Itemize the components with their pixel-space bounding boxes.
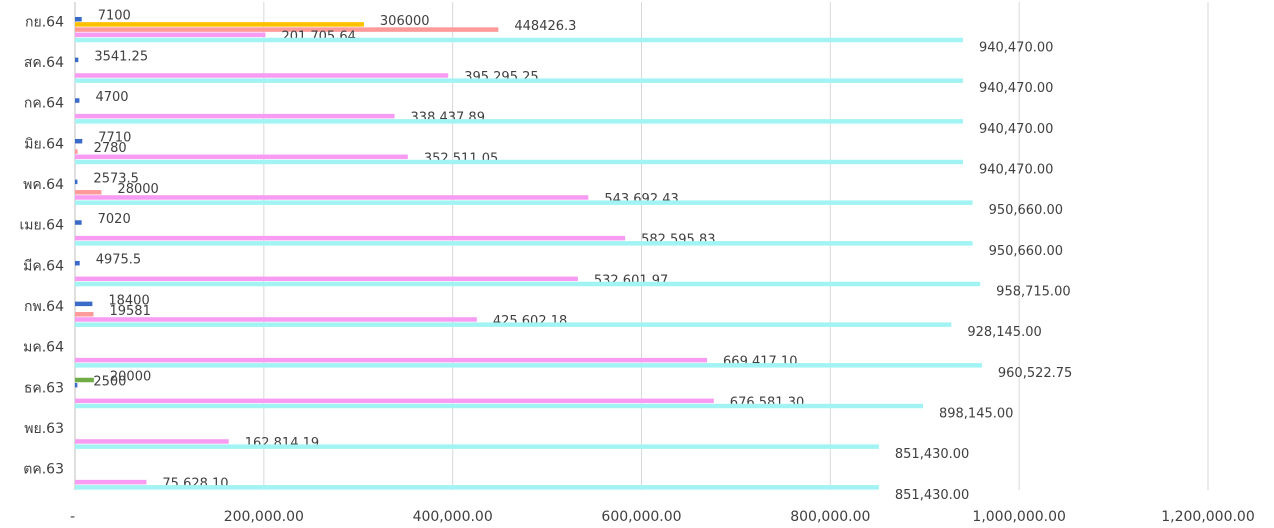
- x-tick-label: 400,000.00: [413, 509, 493, 525]
- bar: [75, 357, 708, 363]
- bar: [75, 322, 952, 327]
- bar: [75, 235, 626, 241]
- data-label: 940,470.00: [979, 81, 1053, 96]
- x-tick-label: 1,000,000.00: [972, 509, 1066, 525]
- bar: [75, 138, 83, 144]
- y-tick-label: พย.63: [24, 421, 64, 437]
- bar: [75, 363, 982, 368]
- data-label: 7100: [98, 9, 131, 24]
- bar: [75, 403, 923, 409]
- bar: [75, 301, 93, 307]
- bar: [75, 485, 879, 490]
- y-tick-label: มิย.64: [24, 136, 64, 152]
- bar: [75, 220, 82, 225]
- data-label: 2573.5: [93, 171, 139, 186]
- bar: [75, 195, 589, 200]
- bar: [75, 377, 94, 383]
- data-label: 950,660.00: [989, 244, 1063, 259]
- bar: [75, 444, 879, 449]
- bar: [75, 398, 714, 404]
- y-tick-label: มีค.64: [23, 258, 64, 274]
- bar: [75, 22, 364, 27]
- data-label: 958,715.00: [996, 285, 1070, 300]
- bar: [75, 312, 94, 317]
- data-label: 960,522.75: [998, 366, 1072, 381]
- bar: [75, 57, 79, 63]
- data-label: 19581: [109, 304, 150, 319]
- data-label: 20000: [110, 370, 151, 385]
- bar: [75, 73, 449, 78]
- data-label: 3541.25: [94, 49, 148, 64]
- bar: [75, 479, 147, 485]
- x-tick-label: 800,000.00: [790, 509, 870, 525]
- y-tick-label: พค.64: [23, 177, 64, 193]
- data-label: 2780: [94, 141, 127, 156]
- data-label: 2500: [93, 375, 126, 390]
- bar: [75, 119, 963, 124]
- data-label: 448426.3: [514, 19, 576, 34]
- bar: [75, 382, 78, 388]
- x-tick-label: 1,200,000.00: [1161, 509, 1255, 525]
- data-label: 4975.5: [96, 253, 141, 268]
- y-tick-label: ธค.63: [24, 380, 64, 396]
- bar: [75, 439, 229, 444]
- bar: [75, 98, 80, 103]
- bar: [75, 113, 395, 119]
- y-tick-label: กย.64: [25, 14, 64, 30]
- data-label: 7710: [98, 131, 131, 146]
- x-tick-label: 600,000.00: [601, 509, 681, 525]
- bar: [75, 317, 477, 322]
- y-tick-label: เมย.64: [20, 218, 65, 234]
- bar: [75, 179, 78, 185]
- data-label: 306000: [380, 14, 430, 29]
- bar: [75, 27, 499, 32]
- bar: [75, 241, 973, 246]
- data-label: 18400: [108, 293, 149, 308]
- x-tick-label: -: [70, 509, 75, 525]
- y-tick-label: กค.64: [24, 96, 64, 112]
- bar: [75, 78, 963, 83]
- data-label: 940,470.00: [979, 163, 1053, 178]
- bar: [75, 281, 981, 287]
- bar: [75, 16, 82, 22]
- y-tick-label: ตค.63: [23, 462, 64, 478]
- bar: [75, 190, 102, 195]
- data-label: 940,470.00: [979, 41, 1053, 56]
- bar: [75, 159, 963, 165]
- y-tick-label: กพ.64: [24, 299, 64, 315]
- data-label: 4700: [95, 90, 128, 105]
- bar: [75, 200, 973, 205]
- y-tick-label: สค.64: [24, 55, 64, 71]
- bar: [75, 149, 78, 154]
- bar: [75, 37, 963, 43]
- data-label: 851,430.00: [895, 447, 969, 462]
- bar: [75, 154, 408, 160]
- y-tick-label: มค.64: [23, 340, 64, 356]
- data-label: 851,430.00: [895, 488, 969, 503]
- data-label: 950,660.00: [989, 203, 1063, 218]
- bar: [75, 276, 578, 282]
- bar: [75, 32, 266, 38]
- data-label: 940,470.00: [979, 122, 1053, 137]
- data-label: 7020: [98, 212, 131, 227]
- data-label: 928,145.00: [967, 325, 1041, 340]
- data-label: 28000: [117, 182, 158, 197]
- data-label: 898,145.00: [939, 407, 1013, 422]
- x-tick-label: 200,000.00: [224, 509, 304, 525]
- bar: [75, 260, 80, 266]
